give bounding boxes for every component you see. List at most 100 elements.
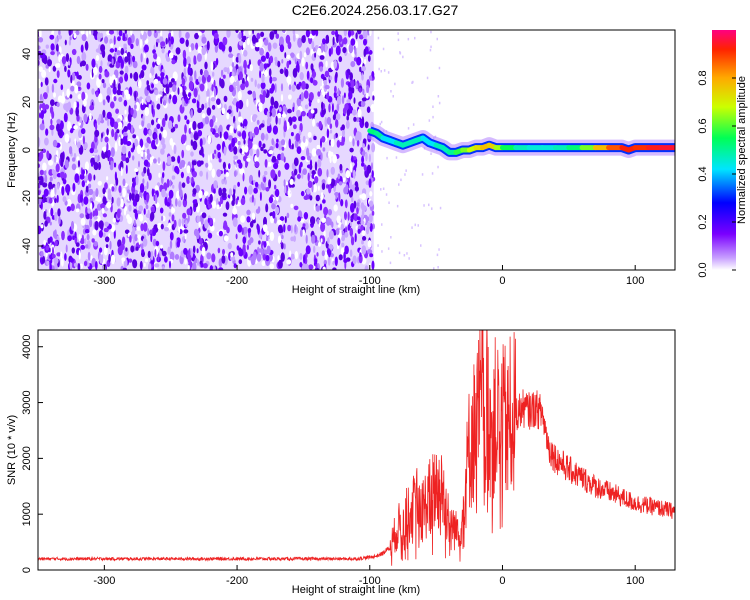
noise-speck (80, 30, 85, 35)
noise-speck (100, 44, 106, 53)
noise-speck (347, 82, 351, 88)
noise-speck (204, 61, 208, 70)
noise-speck (257, 206, 261, 213)
noise-speck (313, 135, 317, 141)
noise-speck (151, 119, 155, 126)
noise-speck (368, 75, 373, 81)
noise-speck (349, 179, 352, 190)
noise-speck (290, 52, 295, 58)
noise-speck (114, 133, 118, 141)
noise-speck (171, 59, 176, 65)
noise-speck (330, 178, 336, 187)
noise-speck (117, 83, 121, 92)
noise-speck (214, 88, 217, 98)
snr-x-ticks: -300 -200 -100 0 100 (93, 565, 644, 587)
noise-speck (366, 221, 371, 228)
noise-speck (51, 128, 54, 136)
noise-speck (329, 129, 333, 134)
noise-speck (281, 59, 284, 64)
colorbar: 0.0 0.2 0.4 0.6 0.8 Normalized spectral ampl… (697, 30, 748, 278)
noise-speck (146, 84, 151, 91)
noise-speck (273, 200, 278, 205)
noise-speck (132, 182, 136, 188)
noise-speck (185, 32, 190, 39)
noise-speck (89, 218, 93, 228)
noise-speck (240, 197, 246, 206)
noise-speck (277, 255, 280, 261)
noise-speck (285, 34, 291, 45)
noise-speck (69, 257, 74, 263)
noise-speck (275, 33, 280, 39)
noise-speck (311, 40, 315, 50)
noise-speck (354, 233, 357, 243)
noise-speck (306, 155, 311, 161)
noise-speck (311, 170, 316, 176)
noise-speck (94, 261, 98, 270)
noise-speck (361, 74, 364, 81)
noise-speck (38, 137, 41, 147)
noise-speck (348, 90, 353, 100)
noise-speck (253, 180, 256, 185)
noise-speck (210, 61, 214, 71)
noise-speck (333, 204, 338, 212)
noise-speck (106, 176, 109, 181)
noise-speck (122, 178, 126, 187)
noise-speck (217, 151, 221, 159)
noise-region (38, 30, 445, 270)
noise-speck (122, 267, 128, 270)
noise-speck (92, 229, 97, 236)
noise-speck (274, 83, 277, 93)
noise-speck (184, 115, 188, 120)
noise-speck (107, 95, 110, 103)
noise-speck (192, 262, 197, 270)
noise-speck (162, 129, 168, 139)
noise-speck (352, 169, 356, 179)
noise-speck (178, 225, 181, 235)
noise-speck (246, 209, 251, 216)
noise-speck (169, 94, 172, 100)
noise-speck (351, 202, 354, 212)
noise-speck (52, 65, 57, 72)
noise-speck (41, 102, 46, 112)
noise-speck (381, 223, 383, 226)
noise-speck (231, 62, 235, 68)
noise-speck (301, 35, 306, 44)
noise-speck (341, 234, 345, 242)
noise-speck (382, 187, 385, 190)
noise-speck (171, 207, 176, 214)
noise-speck (238, 162, 243, 169)
noise-speck (262, 55, 265, 61)
noise-speck (258, 140, 262, 148)
noise-speck (182, 212, 187, 219)
noise-speck (98, 93, 103, 103)
noise-speck (168, 52, 174, 59)
noise-speck (368, 153, 371, 163)
snr-y-axis-label: SNR (10 * v/v) (6, 415, 18, 485)
noise-speck (107, 149, 111, 158)
noise-speck (108, 30, 115, 35)
noise-speck (103, 246, 108, 256)
noise-speck (81, 91, 86, 101)
noise-speck (141, 30, 144, 36)
noise-speck (186, 90, 189, 95)
noise-speck (206, 200, 210, 206)
noise-speck (280, 94, 284, 102)
noise-speck (120, 243, 125, 251)
noise-speck (101, 79, 105, 84)
noise-speck (177, 114, 181, 122)
noise-speck (61, 56, 67, 65)
noise-speck (250, 255, 256, 266)
noise-speck (348, 135, 353, 142)
noise-speck (317, 91, 321, 97)
noise-speck (50, 99, 55, 107)
noise-speck (209, 118, 214, 128)
noise-speck (107, 193, 112, 200)
noise-speck (326, 116, 332, 125)
noise-speck (92, 210, 96, 218)
noise-speck (98, 73, 102, 80)
noise-speck (390, 90, 392, 93)
noise-speck (161, 47, 165, 54)
noise-speck (371, 170, 374, 178)
noise-speck (129, 235, 132, 243)
noise-speck (104, 221, 109, 227)
